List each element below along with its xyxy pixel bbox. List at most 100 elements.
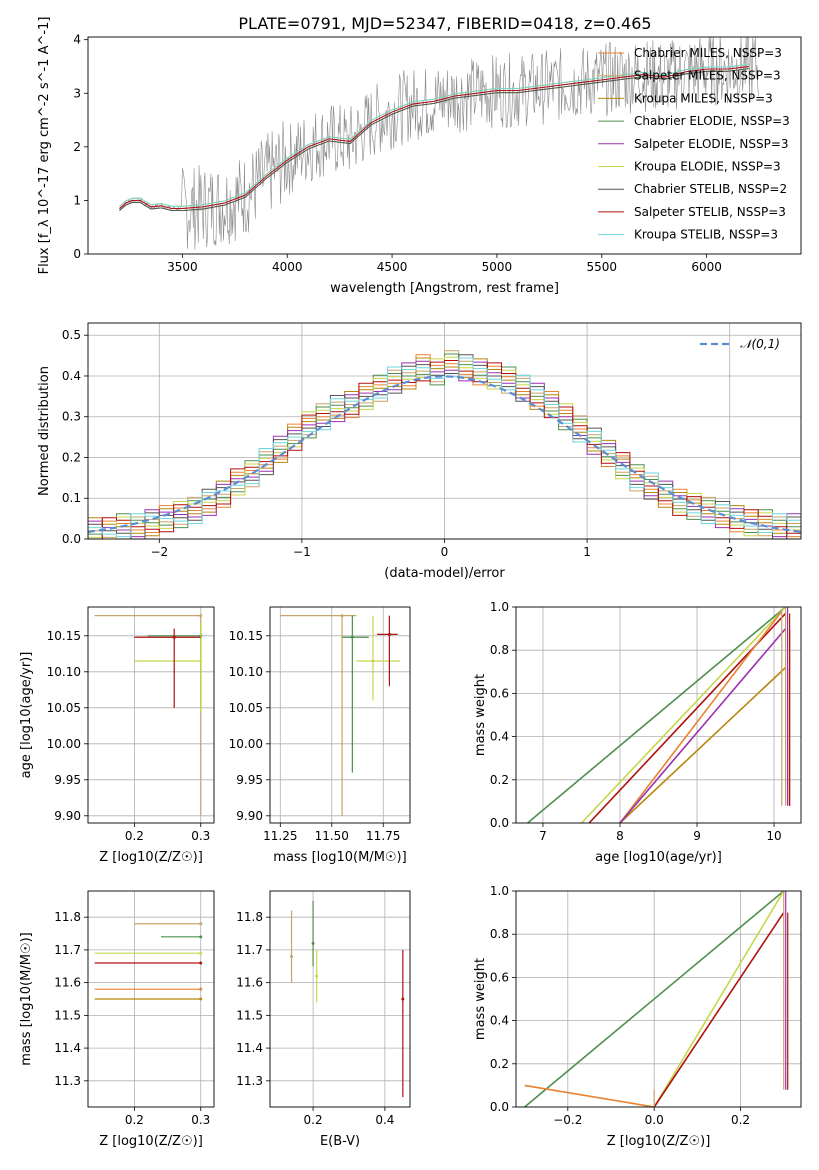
x-tick-label: 0.4: [375, 1113, 394, 1127]
x-tick-label: 0.0: [645, 1113, 664, 1127]
x-tick-label: −2: [150, 545, 168, 559]
data-point: [199, 951, 203, 955]
y-tick-label: 9.90: [236, 809, 263, 823]
observed-spectrum: [119, 36, 759, 250]
data-point: [315, 974, 319, 978]
legend-label: Salpeter STELIB, NSSP=3: [634, 205, 786, 219]
data-point: [199, 997, 203, 1001]
x-tick-label: 0.3: [191, 829, 210, 843]
y-tick-label: 10.05: [47, 701, 81, 715]
histogram-series: [88, 353, 801, 540]
panel-spectrum: 3500 4000 4500 5000 5500 6000 0 1 2 3 4 Chabrier MI…: [37, 17, 802, 296]
weight-line: [653, 912, 785, 1108]
legend-label: 𝒩(0,1): [740, 337, 780, 351]
x-tick-label: 0.2: [304, 1113, 323, 1127]
x-tick-label: 9: [693, 829, 701, 843]
axes-frame: [269, 606, 411, 824]
x-tick-label: 11.75: [366, 829, 400, 843]
y-tick-label: 10.00: [229, 737, 263, 751]
model-spectrum-line: [119, 63, 749, 207]
axes-frame: [515, 606, 802, 824]
x-tick-label: 5500: [587, 260, 618, 274]
histogram-series: [88, 360, 801, 540]
y-tick-label: 11.5: [54, 1008, 81, 1022]
y-tick-label: 1: [73, 193, 81, 207]
y-tick-label: 4: [73, 33, 81, 47]
y-axis-label: mass [log10(M/M☉)]: [19, 932, 34, 1065]
y-tick-label: 0.4: [490, 1014, 509, 1028]
data-point: [199, 614, 203, 618]
y-tick-label: 0.0: [490, 816, 509, 830]
y-axis-label: Flux [f_λ 10^-17 erg cm^-2 s^-1 A^-1]: [37, 17, 52, 275]
data-point: [172, 635, 176, 639]
axes-frame: [87, 322, 802, 540]
normal-curve: [87, 375, 802, 533]
histogram-series: [88, 356, 801, 540]
y-tick-label: 11.6: [54, 976, 81, 990]
x-tick-label: 4500: [377, 260, 408, 274]
x-axis-label: wavelength [Angstrom, rest frame]: [330, 281, 559, 296]
x-tick-label: 3500: [167, 260, 198, 274]
legend-label: Kroupa MILES, NSSP=3: [634, 91, 773, 105]
x-axis-label: (data-model)/error: [384, 566, 505, 581]
y-tick-label: 10.15: [47, 629, 81, 643]
axes-frame: [87, 890, 215, 1108]
axes-frame: [87, 606, 215, 824]
x-tick-label: 7: [539, 829, 547, 843]
legend-label: Chabrier ELODIE, NSSP=3: [634, 114, 790, 128]
y-tick-label: 2: [73, 140, 81, 154]
data-point: [387, 632, 391, 636]
y-tick-label: 11.7: [54, 943, 81, 957]
y-tick-label: 11.6: [236, 976, 263, 990]
y-tick-label: 10.05: [229, 701, 263, 715]
x-tick-label: 0: [441, 545, 449, 559]
y-tick-label: 0.0: [62, 532, 81, 546]
y-axis-label: Normed distribution: [37, 366, 52, 496]
y-tick-label: 0.4: [62, 369, 81, 383]
y-tick-label: 0.6: [490, 970, 509, 984]
histogram-series: [88, 354, 801, 540]
x-tick-label: −0.2: [553, 1113, 582, 1127]
panel-residuals: −2 −1 0 1 2 0.0 0.1 0.2 0.3 0.4 0.5 𝒩(0,1) (data-mod…: [37, 322, 802, 581]
y-tick-label: 0.1: [62, 491, 81, 505]
data-point: [340, 614, 344, 618]
x-axis-label: Z [log10(Z/Z☉)]: [607, 1134, 711, 1149]
weight-line: [653, 890, 785, 1108]
x-tick-label: 11.25: [263, 829, 297, 843]
x-axis-label: mass [log10(M/M☉)]: [273, 850, 406, 865]
x-tick-label: 0.2: [125, 1113, 144, 1127]
y-tick-label: 0.8: [490, 643, 509, 657]
weight-line: [619, 628, 787, 824]
x-tick-label: −1: [293, 545, 311, 559]
histogram-series: [88, 357, 801, 538]
y-tick-label: 10.15: [229, 629, 263, 643]
y-tick-label: 0.4: [490, 730, 509, 744]
y-tick-label: 10.10: [229, 665, 263, 679]
weight-line: [524, 1084, 655, 1108]
x-tick-label: 2: [726, 545, 734, 559]
y-tick-label: 0.5: [62, 328, 81, 342]
x-tick-label: 0.3: [191, 1113, 210, 1127]
x-tick-label: 1: [583, 545, 591, 559]
panel-age_vs_Z: 0.2 0.3 9.90 9.95 10.00 10.05 10.10 10.15 Z [log…: [19, 606, 215, 865]
y-tick-label: 0.2: [490, 773, 509, 787]
y-tick-label: 0.8: [490, 927, 509, 941]
y-axis-label: mass weight: [473, 958, 488, 1040]
y-tick-label: 1.0: [490, 600, 509, 614]
legend-label: Kroupa STELIB, NSSP=3: [634, 228, 778, 242]
data-point: [199, 961, 203, 965]
y-tick-label: 9.95: [54, 773, 81, 787]
x-tick-label: 8: [616, 829, 624, 843]
x-tick-label: 10: [766, 829, 781, 843]
data-point: [199, 922, 203, 926]
panels: 3500 4000 4500 5000 5500 6000 0 1 2 3 4 Chabrier MI…: [19, 17, 802, 1149]
y-tick-label: 11.3: [236, 1074, 263, 1088]
y-tick-label: 11.8: [236, 910, 263, 924]
axes-frame: [269, 890, 411, 1108]
model-spectrum-line: [119, 66, 749, 209]
y-tick-label: 10.10: [47, 665, 81, 679]
x-tick-label: 4000: [272, 260, 303, 274]
x-axis-label: age [log10(age/yr)]: [595, 850, 722, 865]
y-tick-label: 0: [73, 247, 81, 261]
